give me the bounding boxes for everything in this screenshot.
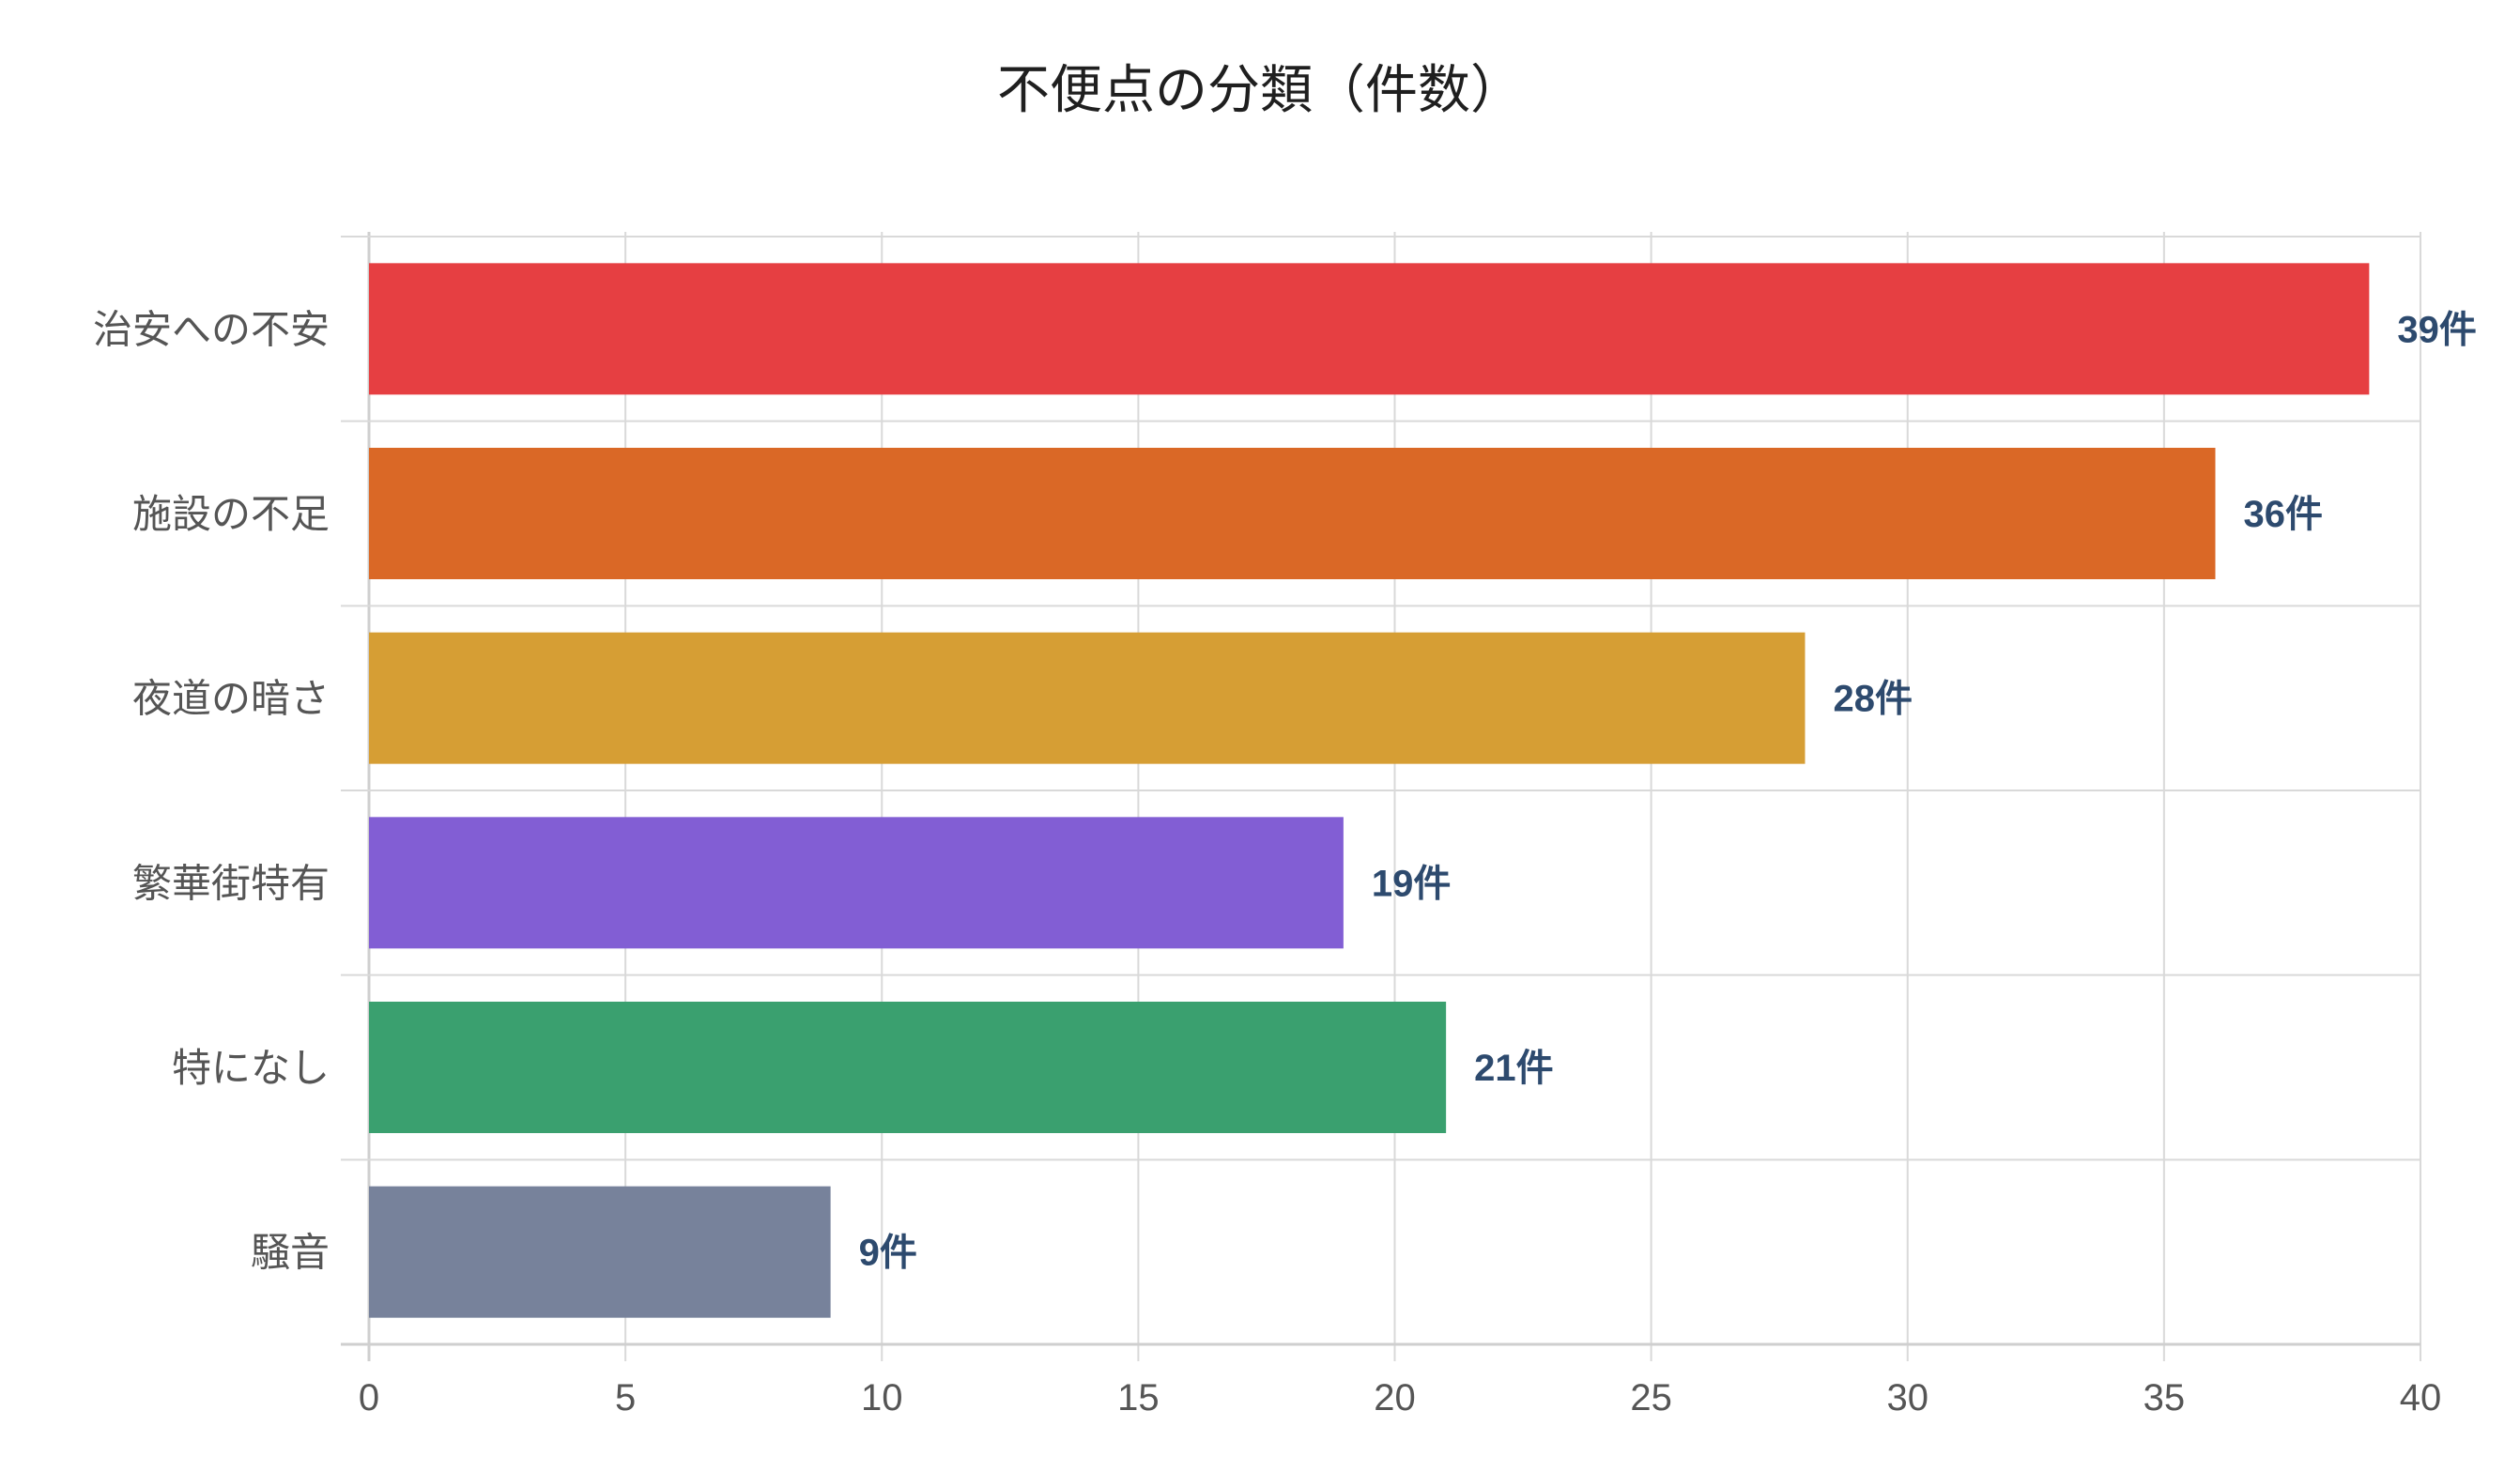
x-tick-label: 20 — [1374, 1377, 1416, 1418]
chart-title: 不便点の分類（件数） — [997, 60, 1523, 121]
category-label: 特になし — [172, 1045, 330, 1091]
data-label: 21件 — [1474, 1048, 1554, 1089]
grid — [341, 232, 2421, 1361]
x-tick-label: 30 — [1887, 1377, 1929, 1418]
x-tick-label: 5 — [615, 1377, 636, 1418]
category-label: 繁華街特有 — [132, 860, 330, 906]
x-tick-label: 35 — [2144, 1377, 2186, 1418]
bar — [369, 263, 2370, 395]
data-label: 28件 — [1834, 679, 1913, 720]
data-label: 39件 — [2397, 309, 2477, 350]
x-axis-ticks: 0 5 10 15 20 25 30 35 40 — [359, 1377, 2441, 1418]
category-label: 夜道の暗さ — [132, 676, 330, 722]
bar — [369, 1186, 831, 1318]
data-labels: 39件 36件 28件 19件 21件 9件 — [859, 309, 2477, 1273]
x-tick-label: 0 — [359, 1377, 379, 1418]
x-tick-label: 25 — [1630, 1377, 1672, 1418]
category-label: 施設の不足 — [132, 491, 330, 537]
category-label: 治安への不安 — [93, 306, 330, 352]
bar — [369, 817, 1344, 949]
data-label: 9件 — [859, 1233, 917, 1274]
bars — [369, 263, 2370, 1318]
bar — [369, 632, 1805, 764]
x-tick-label: 10 — [861, 1377, 903, 1418]
x-tick-label: 15 — [1117, 1377, 1160, 1418]
bar — [369, 448, 2216, 579]
bar — [369, 1002, 1447, 1133]
x-tick-label: 40 — [2400, 1377, 2442, 1418]
data-label: 36件 — [2244, 494, 2324, 535]
category-label: 騒音 — [251, 1230, 330, 1276]
data-label: 19件 — [1372, 863, 1452, 904]
